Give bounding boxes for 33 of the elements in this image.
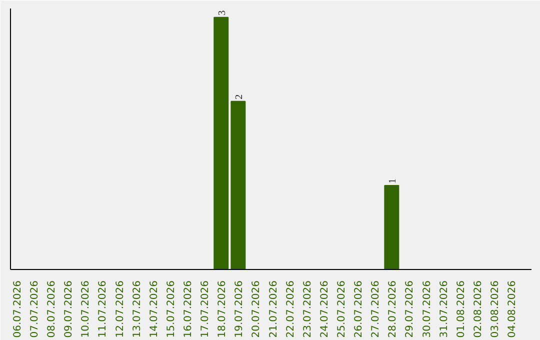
x-tick-label: 23.07.2026	[302, 280, 314, 338]
x-tick-label: 17.07.2026	[200, 280, 212, 338]
x-tick-label: 31.07.2026	[438, 280, 450, 338]
x-tick-label: 24.07.2026	[319, 280, 330, 338]
x-tick-label: 04.08.2026	[507, 280, 518, 338]
x-tick-label: 09.07.2026	[64, 280, 75, 338]
x-tick-label: 11.07.2026	[98, 280, 109, 338]
x-tick-label: 16.07.2026	[183, 280, 194, 338]
x-tick-label: 14.07.2026	[148, 280, 160, 338]
x-tick-label: 25.07.2026	[336, 280, 348, 338]
data-label: 1	[388, 178, 399, 184]
x-tick-label: 22.07.2026	[285, 280, 296, 338]
x-tick-label: 28.07.2026	[388, 280, 399, 338]
x-tick-label: 10.07.2026	[80, 280, 92, 338]
x-tick-label: 03.08.2026	[490, 280, 501, 338]
data-label: 3	[217, 10, 228, 16]
x-tick-label: 02.08.2026	[472, 280, 484, 338]
x-tick-label: 18.07.2026	[217, 280, 228, 338]
x-tick-label: 19.07.2026	[234, 280, 246, 338]
x-tick-label: 29.07.2026	[404, 280, 416, 338]
x-tick-label: 08.07.2026	[46, 280, 58, 338]
data-label: 2	[234, 94, 246, 100]
x-tick-label: 20.07.2026	[251, 280, 262, 338]
x-tick-label: 06.07.2026	[12, 280, 24, 338]
x-tick-label: 27.07.2026	[370, 280, 382, 338]
x-tick-label: 12.07.2026	[114, 280, 126, 338]
x-tick-label: 26.07.2026	[354, 280, 365, 338]
x-tick-label: 01.08.2026	[456, 280, 467, 338]
x-tick-label: 15.07.2026	[166, 280, 177, 338]
x-tick-label: 30.07.2026	[422, 280, 433, 338]
x-tick-label: 21.07.2026	[268, 280, 280, 338]
x-tick-label: 07.07.2026	[30, 280, 41, 338]
x-tick-label: 13.07.2026	[132, 280, 143, 338]
